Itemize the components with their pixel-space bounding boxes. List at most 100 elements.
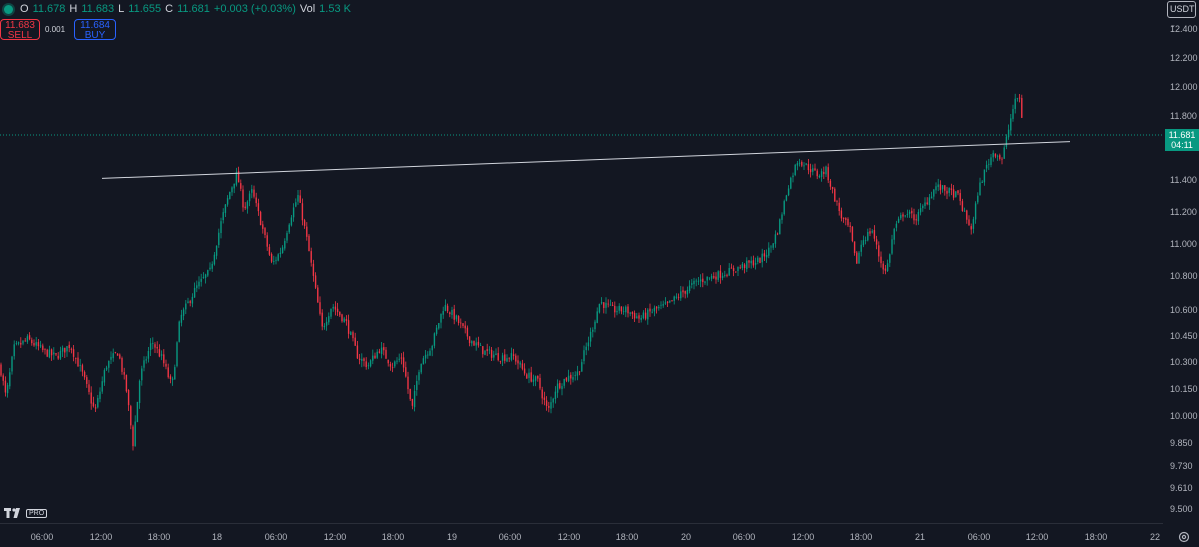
candle-body xyxy=(405,367,407,377)
candle-body xyxy=(983,169,986,183)
candle-body xyxy=(633,312,636,319)
candle-body xyxy=(889,254,891,263)
candle-body xyxy=(539,377,541,389)
sell-button[interactable]: 11.683 SELL xyxy=(0,19,40,41)
candle-body xyxy=(526,374,528,379)
trend-line[interactable] xyxy=(101,141,1071,179)
sell-price: 11.683 xyxy=(5,20,35,31)
candle-body xyxy=(554,391,557,400)
candle-body xyxy=(574,375,576,377)
candle-body xyxy=(114,352,117,353)
time-tick-label: 22 xyxy=(1149,532,1161,542)
buy-button[interactable]: 11.684 BUY xyxy=(74,19,117,41)
candle-body xyxy=(343,318,345,322)
candle-body xyxy=(721,275,724,278)
candle-body xyxy=(990,157,992,165)
candle-body xyxy=(13,344,15,357)
low-value: 11.655 xyxy=(128,3,162,15)
settings-icon[interactable] xyxy=(1177,530,1191,544)
candle-body xyxy=(809,169,812,173)
candle-body xyxy=(576,371,579,376)
candle-body xyxy=(746,260,748,269)
candle-body xyxy=(255,197,257,204)
candle-body xyxy=(512,354,515,356)
candle-body xyxy=(237,171,240,183)
candle-body xyxy=(589,331,592,342)
candle-body xyxy=(372,355,374,361)
last-price-value: 11.681 xyxy=(1168,130,1196,140)
candle-body xyxy=(730,267,733,269)
time-tick-label: 12:00 xyxy=(557,532,581,542)
candle-body xyxy=(55,353,57,355)
candle-body xyxy=(537,375,539,379)
candle-body xyxy=(523,368,526,374)
candle-body xyxy=(847,218,849,226)
candle-body xyxy=(165,363,167,367)
candle-body xyxy=(702,278,704,283)
close-value: 11.681 xyxy=(177,3,210,15)
candle-body xyxy=(933,189,935,197)
candle-body xyxy=(9,372,11,387)
candle-body xyxy=(440,313,442,323)
candle-body xyxy=(783,201,785,215)
candle-body xyxy=(103,370,106,383)
candle-body xyxy=(301,203,304,221)
candle-body xyxy=(805,163,807,165)
open-value: 11.678 xyxy=(32,3,66,15)
candle-body xyxy=(385,349,387,359)
spread-value: 0.001 xyxy=(45,25,66,34)
time-tick-label: 18:00 xyxy=(1084,532,1108,542)
candle-body xyxy=(299,195,301,203)
candle-body xyxy=(460,322,462,324)
currency-select[interactable]: USDT ⌄ xyxy=(1167,1,1196,29)
high-label: H xyxy=(69,3,78,15)
candle-body xyxy=(1014,98,1016,109)
price-chart[interactable] xyxy=(0,0,1163,523)
candle-body xyxy=(1001,158,1003,160)
candle-body xyxy=(798,162,801,164)
candle-body xyxy=(864,240,867,241)
candle-body xyxy=(20,342,22,345)
candle-body xyxy=(138,380,141,404)
candle-body xyxy=(317,287,319,303)
candle-body xyxy=(110,356,112,360)
candle-body xyxy=(704,281,706,283)
candle-body xyxy=(625,306,627,313)
candle-body xyxy=(966,210,968,220)
candle-body xyxy=(649,308,651,312)
candle-body xyxy=(24,340,26,342)
candle-body xyxy=(836,201,838,202)
candle-body xyxy=(97,398,99,408)
candle-body xyxy=(548,405,550,408)
candle-body xyxy=(453,308,455,320)
candle-body xyxy=(462,323,464,327)
candle-body xyxy=(211,263,213,269)
candle-body xyxy=(424,354,427,359)
candle-body xyxy=(473,341,475,346)
candle-body xyxy=(803,165,805,167)
candle-body xyxy=(319,302,321,314)
candle-body xyxy=(504,354,506,361)
candle-body xyxy=(215,245,218,256)
candle-body xyxy=(352,332,354,339)
candle-body xyxy=(325,321,328,326)
candle-body xyxy=(556,383,559,393)
time-axis[interactable] xyxy=(0,523,1163,547)
candle-body xyxy=(761,253,763,263)
candle-body xyxy=(446,305,449,312)
candle-body xyxy=(422,358,425,365)
candle-body xyxy=(1005,136,1008,147)
candle-body xyxy=(50,349,53,356)
candle-body xyxy=(286,233,288,241)
candle-body xyxy=(306,226,308,237)
candle-body xyxy=(939,184,942,191)
candle-body xyxy=(398,358,400,360)
candle-body xyxy=(277,254,279,261)
candle-body xyxy=(4,380,7,393)
time-tick-label: 18 xyxy=(211,532,223,542)
candle-body xyxy=(543,397,546,400)
candle-body xyxy=(941,185,944,190)
candle-body xyxy=(158,349,161,357)
candle-body xyxy=(675,296,678,298)
candle-body xyxy=(728,268,730,276)
